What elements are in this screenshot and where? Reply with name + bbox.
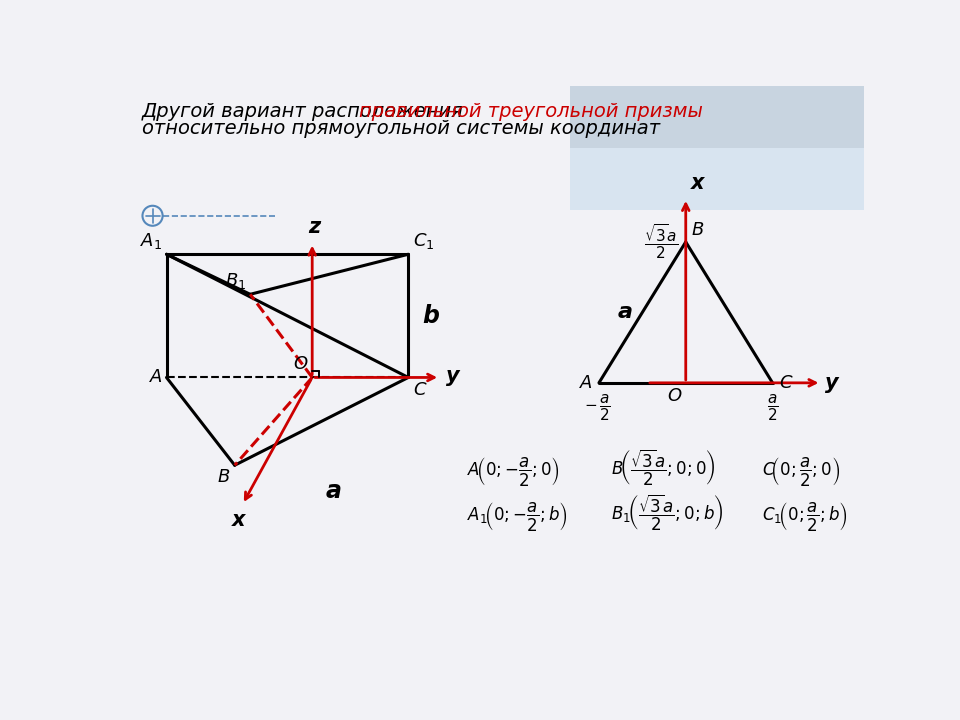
- Text: $B_1$: $B_1$: [225, 271, 247, 291]
- Text: $A_1\!\left(0;{-}\dfrac{a}{2};b\right)$: $A_1\!\left(0;{-}\dfrac{a}{2};b\right)$: [468, 500, 567, 533]
- Bar: [569, 86, 864, 148]
- Text: $B_1\!\left(\dfrac{\sqrt{3}a}{2};0;b\right)$: $B_1\!\left(\dfrac{\sqrt{3}a}{2};0;b\rig…: [611, 492, 723, 533]
- Text: $B\!\left(\dfrac{\sqrt{3}a}{2};0;0\right)$: $B\!\left(\dfrac{\sqrt{3}a}{2};0;0\right…: [611, 448, 715, 488]
- Text: A: A: [581, 374, 592, 392]
- Text: $C\!\left(0;\dfrac{a}{2};0\right)$: $C\!\left(0;\dfrac{a}{2};0\right)$: [761, 455, 840, 488]
- Text: A: A: [150, 369, 162, 387]
- Text: b: b: [422, 304, 439, 328]
- Text: $\dfrac{\sqrt{3}a}{2}$: $\dfrac{\sqrt{3}a}{2}$: [644, 222, 678, 261]
- Text: $A\!\left(0;{-}\dfrac{a}{2};0\right)$: $A\!\left(0;{-}\dfrac{a}{2};0\right)$: [468, 455, 560, 488]
- Text: C: C: [779, 374, 791, 392]
- Text: x: x: [231, 510, 246, 530]
- Text: a: a: [618, 302, 633, 323]
- Text: y: y: [445, 366, 459, 386]
- Text: B: B: [692, 221, 705, 239]
- Text: $C_1$: $C_1$: [413, 231, 434, 251]
- Text: y: y: [826, 373, 839, 393]
- Text: относительно прямоугольной системы координат: относительно прямоугольной системы коорд…: [142, 119, 660, 138]
- Text: $-\,\dfrac{a}{2}$: $-\,\dfrac{a}{2}$: [584, 394, 611, 423]
- Text: $C_1\!\left(0;\dfrac{a}{2};b\right)$: $C_1\!\left(0;\dfrac{a}{2};b\right)$: [761, 500, 848, 533]
- Text: правильной треугольной призмы: правильной треугольной призмы: [359, 102, 703, 121]
- Text: O: O: [294, 355, 307, 373]
- Text: z: z: [308, 217, 320, 238]
- Text: C: C: [413, 381, 425, 399]
- Text: $A_1$: $A_1$: [140, 231, 162, 251]
- Bar: [569, 148, 864, 210]
- Text: Другой вариант расположения: Другой вариант расположения: [142, 102, 469, 121]
- Text: $\dfrac{a}{2}$: $\dfrac{a}{2}$: [767, 394, 779, 423]
- Text: x: x: [690, 173, 704, 193]
- Text: a: a: [325, 479, 342, 503]
- Text: O: O: [667, 387, 681, 405]
- Text: B: B: [218, 468, 230, 486]
